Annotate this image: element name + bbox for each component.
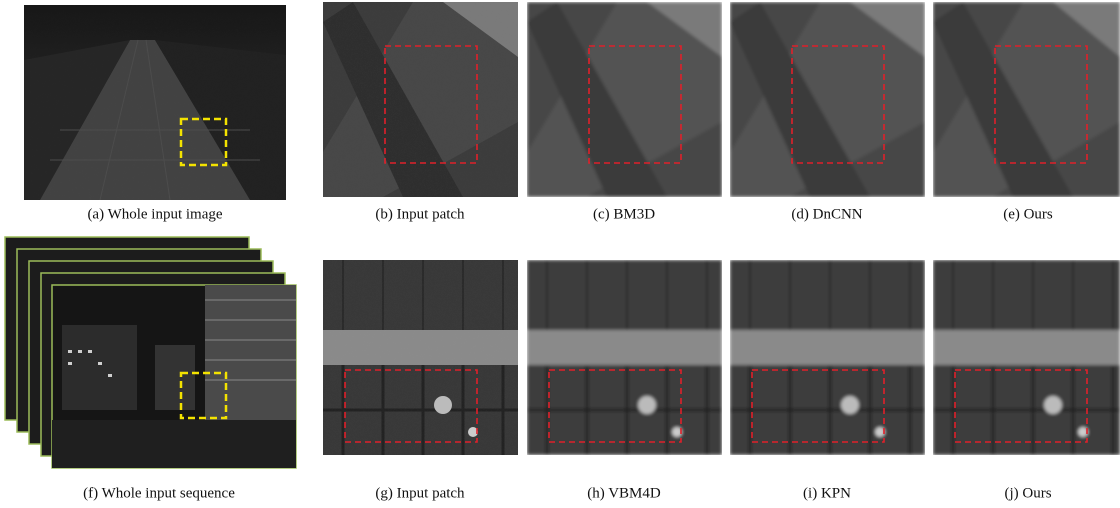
image-patch xyxy=(527,260,722,455)
caption: (c) BM3D xyxy=(593,206,655,222)
image-patch xyxy=(730,2,925,197)
ledge xyxy=(323,330,518,365)
caption: (f) Whole input sequence xyxy=(83,485,235,501)
caption: (a) Whole input image xyxy=(87,206,222,222)
patch-content xyxy=(323,2,518,197)
caption: (g) Input patch xyxy=(375,485,465,501)
patch-content xyxy=(730,260,925,455)
figure: (a) Whole input image (b) Input patch (c) … xyxy=(0,0,1120,508)
patch-content xyxy=(527,260,722,455)
caption: (e) Ours xyxy=(1003,206,1053,222)
ledge xyxy=(527,330,722,365)
light-spot xyxy=(1044,396,1062,414)
light-spot xyxy=(434,396,452,414)
patch-content xyxy=(730,2,925,197)
caption: (j) Ours xyxy=(1004,485,1051,501)
image-patch xyxy=(933,2,1120,197)
caption: (i) KPN xyxy=(803,485,851,501)
caption: (h) VBM4D xyxy=(587,485,661,501)
image-patch xyxy=(730,260,925,455)
light-spot xyxy=(638,396,656,414)
patch-content xyxy=(527,2,722,197)
ledge xyxy=(730,330,925,365)
image-patch xyxy=(323,2,518,197)
ledge xyxy=(933,330,1120,365)
patch-content xyxy=(323,260,518,455)
image-patch xyxy=(933,260,1120,455)
whole-input-image xyxy=(24,5,286,200)
image-patch xyxy=(323,260,518,455)
caption: (d) DnCNN xyxy=(791,206,862,222)
light-spot xyxy=(841,396,859,414)
patch-content xyxy=(933,260,1120,455)
caption: (b) Input patch xyxy=(375,206,465,222)
whole-input-sequence xyxy=(5,237,296,468)
patch-content xyxy=(933,2,1120,197)
image-patch xyxy=(527,2,722,197)
